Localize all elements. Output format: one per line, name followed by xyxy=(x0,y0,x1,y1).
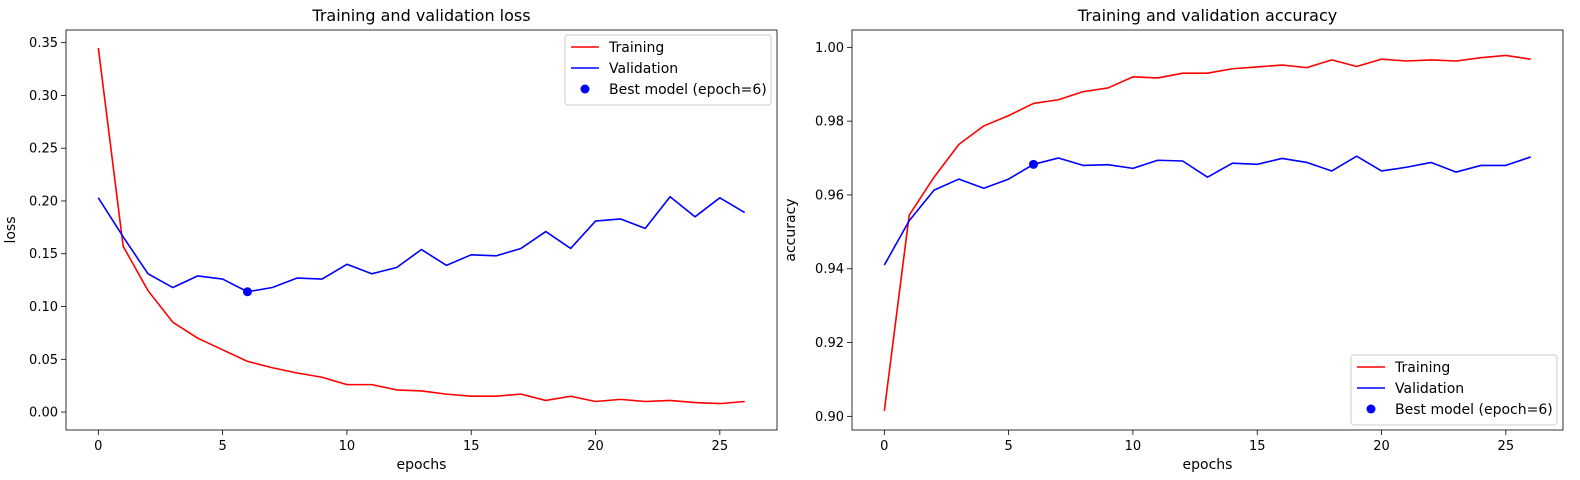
x-tick-label: 25 xyxy=(1498,439,1515,454)
legend: Training Validation Best model (epoch=6) xyxy=(564,34,772,106)
x-tick-label: 10 xyxy=(1125,439,1142,454)
y-axis-label: accuracy xyxy=(783,198,799,261)
y-tick-label: 0.94 xyxy=(815,262,844,277)
x-tick-label: 20 xyxy=(587,439,604,454)
x-tick-label: 25 xyxy=(712,439,729,454)
y-tick-label: 0.05 xyxy=(29,353,58,368)
series-line-training xyxy=(97,47,745,405)
chart-title: Training and validation accuracy xyxy=(1077,6,1337,25)
y-tick-label: 0.25 xyxy=(29,142,58,157)
best-model-point xyxy=(242,287,252,297)
legend: Training Validation Best model (epoch=6) xyxy=(1350,354,1558,426)
x-tick-label: 10 xyxy=(339,439,356,454)
y-tick-label: 0.15 xyxy=(29,247,58,262)
x-tick-label: 5 xyxy=(218,439,226,454)
y-tick-label: 0.30 xyxy=(29,89,58,104)
legend-label-validation: Validation xyxy=(609,61,678,77)
x-tick-label: 5 xyxy=(1004,439,1012,454)
y-tick-label: 0.10 xyxy=(29,300,58,315)
y-tick-label: 0.98 xyxy=(815,115,844,130)
chart-1: Training and validation loss 0 5 10 15 20 25 0.… xyxy=(3,6,778,473)
x-axis-label: epochs xyxy=(397,457,447,473)
chart-title: Training and validation loss xyxy=(311,6,530,25)
legend-label-training: Training xyxy=(608,40,664,56)
legend-label-validation: Validation xyxy=(1395,381,1464,397)
x-tick-label: 15 xyxy=(463,439,480,454)
x-axis-label: epochs xyxy=(1183,457,1233,473)
chart-2: Training and validation accuracy 0 5 10 15 20… xyxy=(783,6,1564,473)
best-model-point xyxy=(1028,159,1038,169)
legend-swatch-best-model xyxy=(1366,404,1376,414)
y-tick-label: 0.35 xyxy=(29,36,58,51)
y-tick-label: 0.96 xyxy=(815,188,844,203)
legend-swatch-best-model xyxy=(580,84,590,94)
y-tick-label: 0.92 xyxy=(815,336,844,351)
legend-label-best-model: Best model (epoch=6) xyxy=(1395,402,1553,418)
x-tick-label: 15 xyxy=(1249,439,1266,454)
x-tick-label: 20 xyxy=(1373,439,1390,454)
x-tick-label: 0 xyxy=(880,439,888,454)
y-axis-label: loss xyxy=(3,216,19,243)
legend-label-training: Training xyxy=(1394,360,1450,376)
y-tick-label: 0.00 xyxy=(29,406,58,421)
y-tick-label: 0.90 xyxy=(815,410,844,425)
legend-label-best-model: Best model (epoch=6) xyxy=(609,82,767,98)
legend-box xyxy=(564,34,772,106)
series-line-validation xyxy=(883,155,1531,266)
series-line-validation xyxy=(97,195,746,293)
x-tick-label: 0 xyxy=(94,439,102,454)
legend-box xyxy=(1350,354,1558,426)
y-tick-label: 1.00 xyxy=(815,41,844,56)
series-line-training xyxy=(883,54,1531,411)
y-tick-label: 0.20 xyxy=(29,194,58,209)
